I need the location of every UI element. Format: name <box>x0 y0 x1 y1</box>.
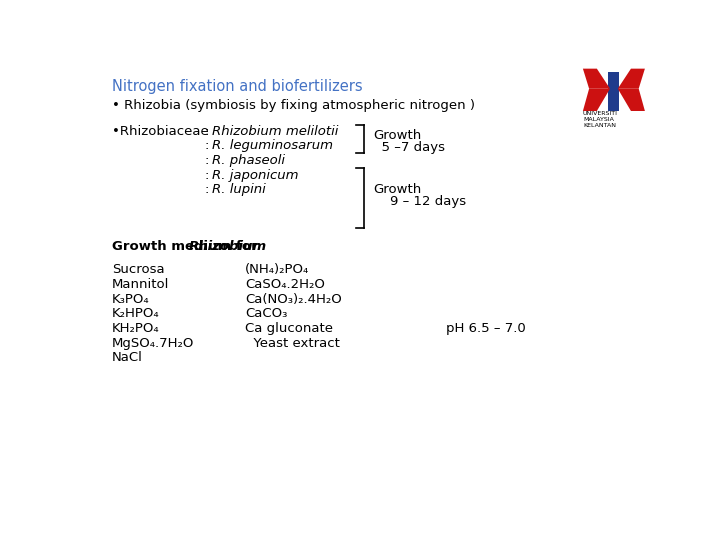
Text: KELANTAN: KELANTAN <box>583 123 616 129</box>
Text: Nitrogen fixation and biofertilizers: Nitrogen fixation and biofertilizers <box>112 79 362 93</box>
Text: Growth: Growth <box>373 129 421 141</box>
Text: Growth: Growth <box>373 183 421 195</box>
Text: Sucrosa: Sucrosa <box>112 264 164 276</box>
Text: •Rhizobiaceae: •Rhizobiaceae <box>112 125 209 138</box>
Text: Growth medium for: Growth medium for <box>112 240 262 253</box>
Text: R. phaseoli: R. phaseoli <box>212 154 285 167</box>
Text: :: : <box>204 125 213 138</box>
Text: UNIVERSITI: UNIVERSITI <box>583 111 618 116</box>
Text: R. leguminosarum: R. leguminosarum <box>212 139 333 152</box>
Text: CaSO₄.2H₂O: CaSO₄.2H₂O <box>245 278 325 291</box>
Text: K₃PO₄: K₃PO₄ <box>112 293 149 306</box>
Polygon shape <box>618 69 645 89</box>
Text: Rhizobium: Rhizobium <box>189 240 266 253</box>
Bar <box>608 72 619 111</box>
Text: CaCO₃: CaCO₃ <box>245 307 287 320</box>
Text: Ca(NO₃)₂.4H₂O: Ca(NO₃)₂.4H₂O <box>245 293 342 306</box>
Text: R. japonicum: R. japonicum <box>212 168 299 182</box>
Text: KH₂PO₄: KH₂PO₄ <box>112 322 159 335</box>
Text: R. lupini: R. lupini <box>212 184 266 197</box>
Polygon shape <box>583 69 610 89</box>
Text: 9 – 12 days: 9 – 12 days <box>373 195 466 208</box>
Text: Rhizobium melilotii: Rhizobium melilotii <box>212 125 339 138</box>
Text: Yeast extract: Yeast extract <box>245 336 340 349</box>
Text: pH 6.5 – 7.0: pH 6.5 – 7.0 <box>446 322 526 335</box>
Text: (NH₄)₂PO₄: (NH₄)₂PO₄ <box>245 264 310 276</box>
Text: :: : <box>204 139 213 152</box>
Text: :: : <box>204 184 213 197</box>
Text: MgSO₄.7H₂O: MgSO₄.7H₂O <box>112 336 194 349</box>
Text: • Rhizobia (symbiosis by fixing atmospheric nitrogen ): • Rhizobia (symbiosis by fixing atmosphe… <box>112 99 474 112</box>
Polygon shape <box>618 89 645 111</box>
Polygon shape <box>583 89 610 111</box>
Text: :: : <box>204 154 213 167</box>
Text: Mannitol: Mannitol <box>112 278 169 291</box>
Text: 5 –7 days: 5 –7 days <box>373 141 445 154</box>
Text: MALAYSIA: MALAYSIA <box>583 117 613 122</box>
Text: NaCl: NaCl <box>112 351 143 364</box>
Text: :: : <box>204 168 213 182</box>
Text: Ca gluconate: Ca gluconate <box>245 322 333 335</box>
Text: K₂HPO₄: K₂HPO₄ <box>112 307 159 320</box>
